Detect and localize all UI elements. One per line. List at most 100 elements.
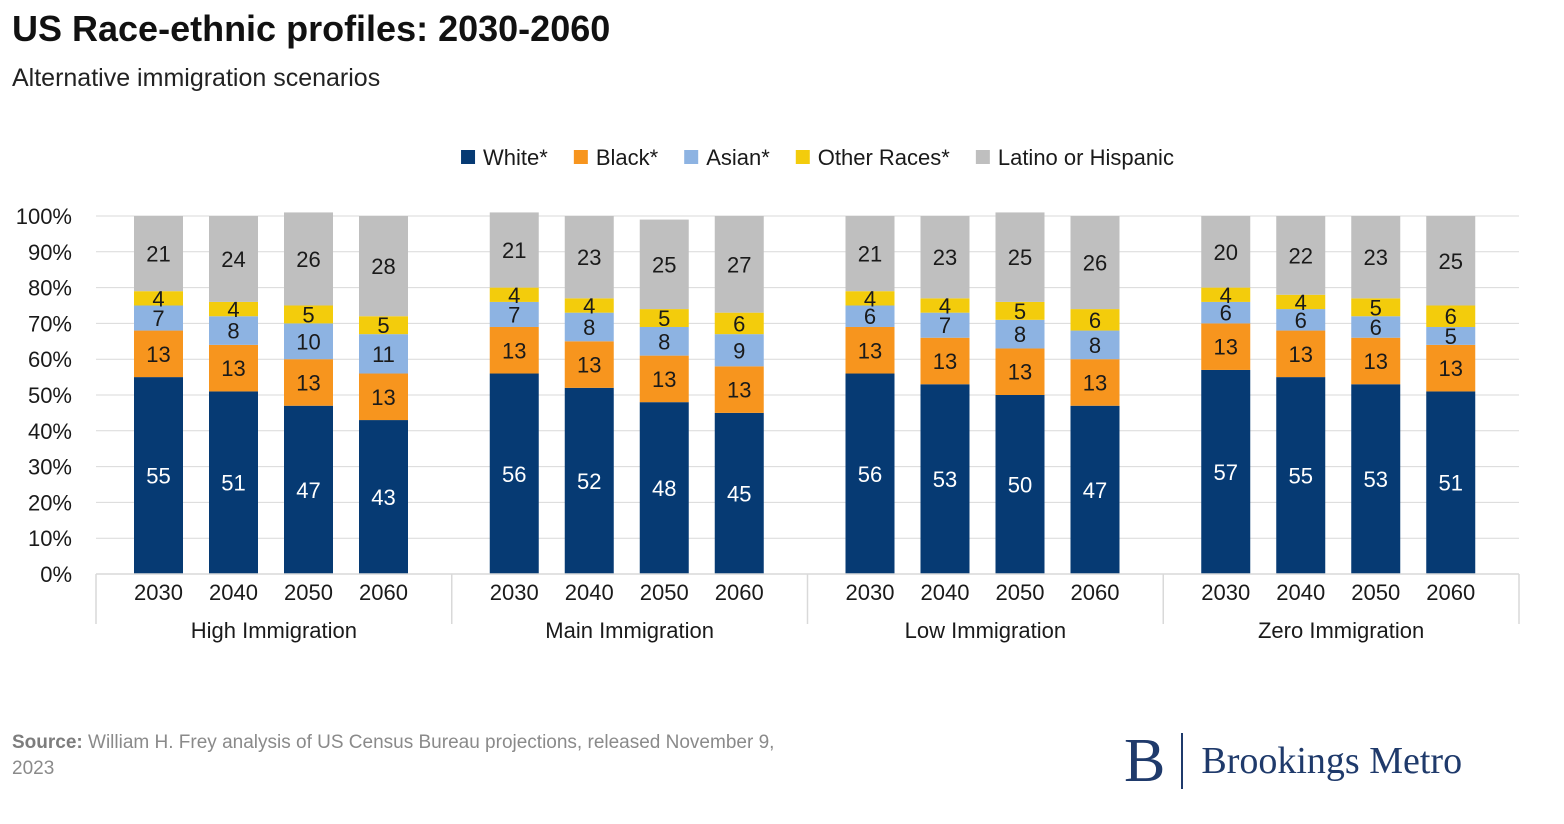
bar-segment bbox=[920, 384, 970, 574]
bar-segment bbox=[1276, 377, 1326, 574]
bar-segment bbox=[845, 305, 895, 327]
bar-segment bbox=[284, 212, 333, 306]
data-label: 13 bbox=[1289, 342, 1313, 367]
data-label: 53 bbox=[933, 467, 957, 492]
bar-segment bbox=[209, 316, 258, 345]
data-label: 23 bbox=[1364, 245, 1388, 270]
data-label: 21 bbox=[146, 242, 170, 267]
data-label: 8 bbox=[1014, 322, 1026, 347]
bar-segment bbox=[489, 326, 539, 374]
bar-segment bbox=[134, 330, 183, 378]
data-label: 13 bbox=[1083, 370, 1107, 395]
data-label: 4 bbox=[1220, 283, 1232, 308]
bar-segment bbox=[714, 216, 764, 313]
brand-divider bbox=[1181, 733, 1184, 789]
bar-segment bbox=[1351, 384, 1401, 574]
bar-segment bbox=[209, 216, 258, 302]
bar-segment bbox=[1276, 330, 1326, 378]
bar-segment bbox=[639, 355, 689, 403]
data-label: 24 bbox=[221, 247, 245, 272]
group-label: High Immigration bbox=[191, 618, 357, 643]
bar-segment bbox=[995, 301, 1045, 320]
y-tick-label: 30% bbox=[28, 455, 72, 480]
x-tick-label: 2040 bbox=[565, 580, 614, 605]
data-label: 22 bbox=[1289, 243, 1313, 268]
bar-segment bbox=[920, 298, 970, 313]
bar-segment bbox=[995, 319, 1045, 349]
bar-segment bbox=[564, 298, 614, 313]
data-label: 13 bbox=[1214, 335, 1238, 360]
bar-segment bbox=[1201, 301, 1251, 324]
bar-segment bbox=[284, 405, 333, 574]
bar-segment bbox=[1351, 316, 1401, 338]
data-label: 4 bbox=[1295, 290, 1307, 315]
data-label: 51 bbox=[1439, 471, 1463, 496]
bar-segment bbox=[714, 334, 764, 367]
brand-logo: B Brookings Metro bbox=[1124, 728, 1462, 794]
bar-segment bbox=[1276, 309, 1326, 331]
data-label: 4 bbox=[227, 297, 239, 322]
legend-label: Black* bbox=[596, 145, 659, 170]
legend-swatch bbox=[573, 150, 588, 164]
bar-segment bbox=[1070, 309, 1120, 331]
bar-segment bbox=[489, 373, 539, 574]
data-label: 50 bbox=[1008, 473, 1032, 498]
data-label: 5 bbox=[1370, 295, 1382, 320]
bar-segment bbox=[1426, 344, 1476, 392]
data-label: 13 bbox=[221, 356, 245, 381]
legend-label: Other Races* bbox=[818, 145, 950, 170]
y-tick-label: 50% bbox=[28, 383, 72, 408]
x-tick-label: 2050 bbox=[284, 580, 333, 605]
data-label: 57 bbox=[1214, 460, 1238, 485]
bar-segment bbox=[1426, 305, 1476, 327]
bar-segment bbox=[845, 373, 895, 574]
source-note: Source: William H. Frey analysis of US C… bbox=[12, 730, 812, 782]
y-tick-label: 20% bbox=[28, 490, 72, 515]
bar-segment bbox=[209, 391, 258, 574]
data-label: 4 bbox=[152, 286, 164, 311]
bar-segment bbox=[1201, 323, 1251, 370]
data-label: 4 bbox=[583, 294, 595, 319]
data-label: 6 bbox=[1370, 315, 1382, 340]
x-tick-label: 2060 bbox=[1426, 580, 1475, 605]
chart-title: US Race-ethnic profiles: 2030-2060 bbox=[12, 8, 611, 49]
y-tick-label: 60% bbox=[28, 347, 72, 372]
bar-segment bbox=[995, 348, 1045, 395]
bar-segment bbox=[714, 366, 764, 413]
bar-segment bbox=[284, 305, 333, 324]
data-label: 6 bbox=[1295, 308, 1307, 333]
data-label: 13 bbox=[371, 385, 395, 410]
bar-segment bbox=[1426, 326, 1476, 345]
data-label: 9 bbox=[733, 338, 745, 363]
group-label: Zero Immigration bbox=[1258, 618, 1424, 643]
data-label: 25 bbox=[1439, 249, 1463, 274]
bar-segment bbox=[1426, 391, 1476, 574]
bar-segment bbox=[845, 216, 895, 292]
data-label: 21 bbox=[502, 238, 526, 263]
data-label: 47 bbox=[1083, 478, 1107, 503]
bar-segment bbox=[134, 291, 183, 306]
y-tick-label: 70% bbox=[28, 311, 72, 336]
bar-segment bbox=[845, 326, 895, 374]
x-tick-label: 2030 bbox=[134, 580, 183, 605]
data-label: 5 bbox=[658, 306, 670, 331]
bar-segment bbox=[134, 305, 183, 331]
x-tick-label: 2030 bbox=[846, 580, 895, 605]
bar-segment bbox=[1201, 369, 1251, 574]
brand-name: Brookings Metro bbox=[1201, 740, 1463, 782]
data-label: 51 bbox=[221, 471, 245, 496]
data-label: 43 bbox=[371, 485, 395, 510]
bar-segment bbox=[1070, 330, 1120, 360]
data-label: 13 bbox=[727, 378, 751, 403]
data-label: 21 bbox=[858, 242, 882, 267]
data-label: 25 bbox=[652, 252, 676, 277]
bar-segment bbox=[1201, 216, 1251, 288]
data-label: 6 bbox=[1445, 304, 1457, 329]
data-label: 8 bbox=[658, 329, 670, 354]
bar-segment bbox=[1070, 216, 1120, 310]
data-label: 7 bbox=[152, 306, 164, 331]
group-label: Main Immigration bbox=[545, 618, 714, 643]
data-label: 13 bbox=[296, 370, 320, 395]
data-label: 56 bbox=[502, 462, 526, 487]
data-label: 20 bbox=[1214, 240, 1238, 265]
